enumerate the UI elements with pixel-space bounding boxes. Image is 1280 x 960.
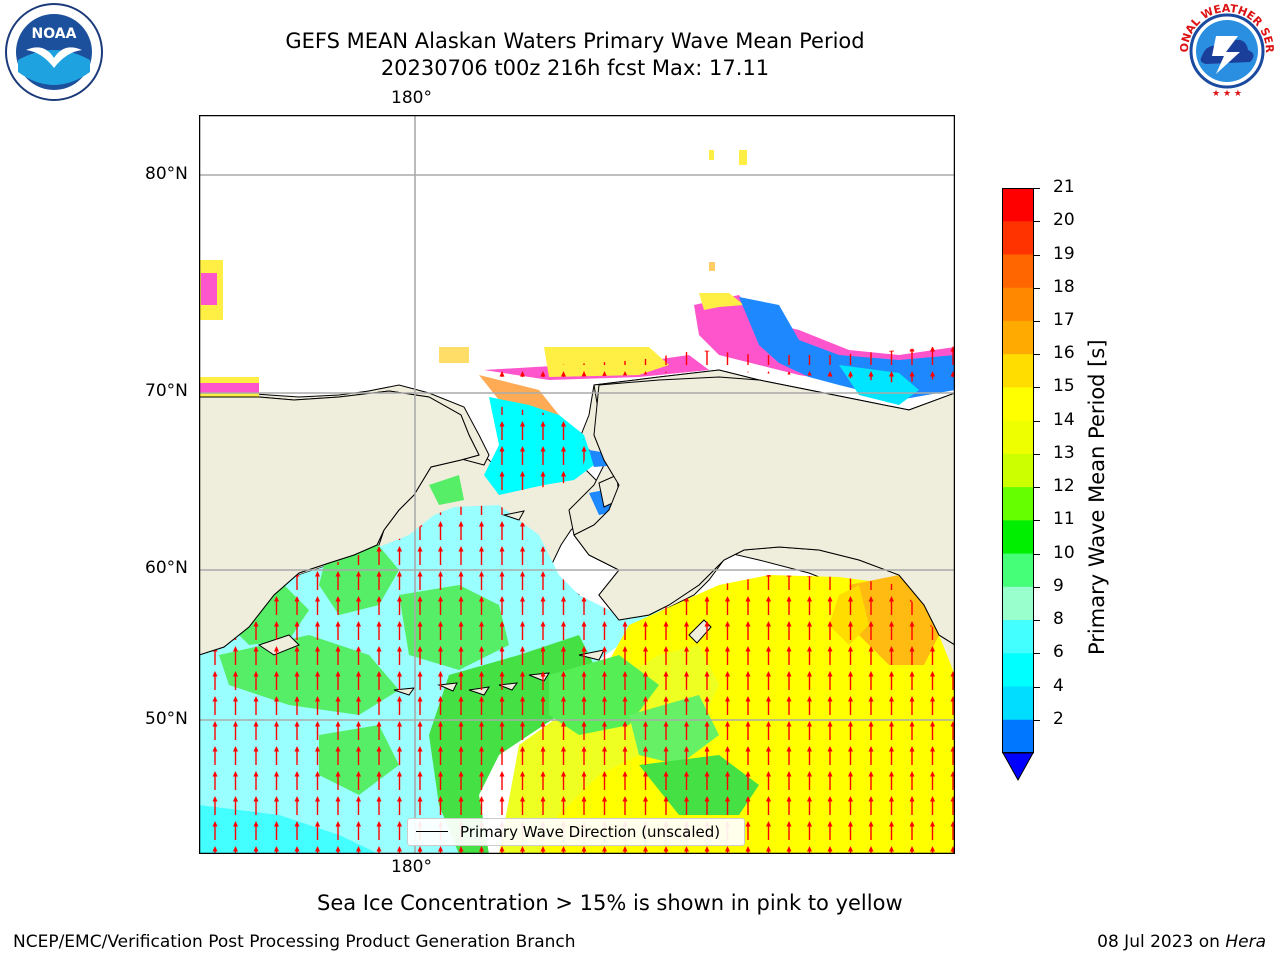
colorbar-tick-label: 2 — [1053, 708, 1064, 729]
footer-date: 08 Jul 2023 on Hera — [1097, 932, 1266, 952]
colorbar-tick-mark — [1034, 553, 1040, 555]
colorbar-tick-label: 8 — [1053, 609, 1064, 630]
colorbar-tick-mark — [1034, 420, 1040, 422]
colorbar-segment — [1002, 221, 1034, 255]
colorbar-tick-mark — [1034, 188, 1040, 189]
colorbar-segment — [1002, 553, 1034, 588]
colorbar-tick-mark — [1034, 520, 1040, 522]
colorbar-segment — [1002, 586, 1034, 621]
lat-label-80: 80°N — [145, 164, 188, 184]
sea-ice-note: Sea Ice Concentration > 15% is shown in … — [317, 891, 903, 915]
colorbar-segment — [1002, 354, 1034, 388]
colorbar-tick-label: 20 — [1053, 210, 1075, 231]
colorbar-segment — [1002, 686, 1034, 721]
wave-direction-arrows — [199, 345, 955, 854]
colorbar-segment — [1002, 653, 1034, 688]
footer-host: Hera — [1225, 932, 1266, 952]
legend-label: Primary Wave Direction (unscaled) — [460, 823, 721, 841]
svg-text:NOAA: NOAA — [32, 26, 77, 42]
colorbar-tick-mark — [1034, 620, 1040, 622]
lat-label-70: 70°N — [145, 381, 188, 401]
colorbar-tick-label: 11 — [1053, 509, 1075, 530]
colorbar-tick-mark — [1034, 453, 1040, 455]
footer-date-text: 08 Jul 2023 on — [1097, 932, 1226, 952]
colorbar-segment — [1002, 719, 1034, 754]
gridlines — [199, 115, 955, 854]
colorbar-tick-label: 17 — [1053, 309, 1075, 330]
colorbar-tick-label: 21 — [1053, 177, 1075, 197]
noaa-logo: NOAA — [4, 2, 104, 102]
colorbar-segment — [1002, 620, 1034, 654]
chart-title: GEFS MEAN Alaskan Waters Primary Wave Me… — [285, 29, 865, 53]
colorbar-segment — [1002, 287, 1034, 322]
colorbar-segment — [1002, 487, 1034, 521]
colorbar-tick-mark — [1034, 653, 1040, 655]
colorbar-tick-label: 12 — [1053, 476, 1075, 497]
svg-text:★ ★ ★: ★ ★ ★ — [1212, 89, 1242, 99]
colorbar-tick-mark — [1034, 320, 1040, 322]
colorbar-tick-label: 6 — [1053, 642, 1064, 663]
colorbar-tick-label: 14 — [1053, 409, 1075, 430]
lon-label-bottom: 180° — [391, 857, 432, 877]
nws-logo: NATIONAL WEATHER SERVICE ★ ★ ★ — [1171, 0, 1278, 102]
colorbar-segment — [1002, 188, 1034, 222]
colorbar-tick-mark — [1034, 287, 1040, 289]
colorbar-tick-label: 10 — [1053, 542, 1075, 563]
map-legend: Primary Wave Direction (unscaled) — [407, 818, 745, 846]
colorbar-tick-label: 4 — [1053, 675, 1064, 696]
colorbar-tick-mark — [1034, 254, 1040, 256]
colorbar-tick-label: 18 — [1053, 276, 1075, 297]
colorbar-tick-mark — [1034, 487, 1040, 489]
colorbar-segment — [1002, 254, 1034, 289]
colorbar-segment — [1002, 453, 1034, 488]
colorbar-tick-label: 19 — [1053, 243, 1075, 264]
colorbar — [1002, 188, 1034, 783]
colorbar-segment — [1002, 387, 1034, 422]
colorbar-tick-mark — [1034, 586, 1040, 588]
colorbar-tick-label: 16 — [1053, 343, 1075, 364]
colorbar-segment — [1002, 520, 1034, 555]
lat-label-60: 60°N — [145, 558, 188, 578]
colorbar-tick-mark — [1034, 354, 1040, 356]
wave-period-map — [198, 114, 956, 855]
colorbar-tick-mark — [1034, 719, 1040, 721]
colorbar-tick-label: 15 — [1053, 376, 1075, 397]
colorbar-segment — [1002, 420, 1034, 455]
colorbar-tick-label: 13 — [1053, 442, 1075, 463]
colorbar-label: Primary Wave Mean Period [s] — [1085, 339, 1109, 655]
lat-label-50: 50°N — [145, 709, 188, 729]
colorbar-tick-label: 9 — [1053, 575, 1064, 596]
colorbar-tick-mark — [1034, 686, 1040, 688]
legend-line-swatch — [416, 831, 448, 832]
colorbar-tick-mark — [1034, 387, 1040, 389]
footer-branch: NCEP/EMC/Verification Post Processing Pr… — [13, 932, 576, 952]
colorbar-segment — [1002, 320, 1034, 355]
lon-label-top: 180° — [391, 88, 432, 108]
colorbar-tick-mark — [1034, 221, 1040, 223]
chart-subtitle: 20230706 t00z 216h fcst Max: 17.11 — [380, 56, 770, 80]
